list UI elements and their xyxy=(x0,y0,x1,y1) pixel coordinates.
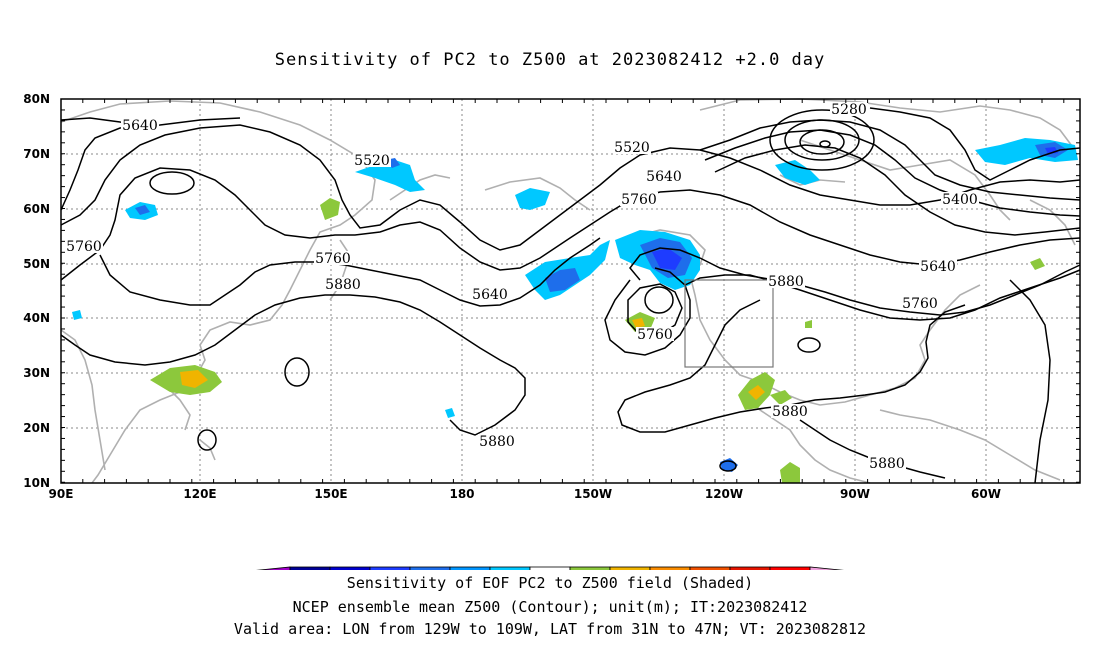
contour-lines xyxy=(60,107,1081,484)
lat-label: 30N xyxy=(23,366,50,380)
contour-label: 5520 xyxy=(614,140,650,156)
colorbar-swatch xyxy=(609,566,651,570)
contour-label: 5760 xyxy=(637,327,673,343)
colorbar-swatch xyxy=(569,566,611,570)
contour-label: 5520 xyxy=(354,153,390,169)
colorbar-swatch xyxy=(649,566,691,570)
lat-label: 70N xyxy=(23,147,50,161)
lat-label: 50N xyxy=(23,257,50,271)
map-frame xyxy=(60,98,1081,484)
lon-label: 120E xyxy=(183,487,216,501)
colorbar-swatch xyxy=(409,566,451,570)
colorbar-swatch xyxy=(449,566,491,570)
lon-label: 90E xyxy=(49,487,74,501)
contour-label: 5880 xyxy=(869,456,905,472)
contour-label: 5760 xyxy=(315,251,351,267)
contour-label: 5880 xyxy=(772,404,808,420)
lat-labels: 80N 70N 60N 50N 40N 30N 20N 10N xyxy=(23,92,50,490)
lon-labels: 90E 120E 150E 180 150W 120W 90W 60W xyxy=(49,487,1001,501)
lat-label: 20N xyxy=(23,421,50,435)
lon-label: 90W xyxy=(840,487,870,501)
lat-label: 60N xyxy=(23,202,50,216)
contour-label: 5760 xyxy=(66,239,102,255)
colorbar-swatch xyxy=(769,566,811,570)
footer-contour-caption: NCEP ensemble mean Z500 (Contour); unit(… xyxy=(292,598,808,616)
colorbar: -0.9-0.8-0.7-0.6-0.5-0.4-0.30.30.40.50.6… xyxy=(255,566,845,570)
lon-label: 150E xyxy=(314,487,347,501)
lon-label: 120W xyxy=(705,487,743,501)
colorbar-swatch xyxy=(529,566,571,570)
contour-label: 5640 xyxy=(646,169,682,185)
colorbar-swatch xyxy=(689,566,731,570)
colorbar-swatch xyxy=(489,566,531,570)
valid-area-box xyxy=(684,279,774,368)
axis-ticks xyxy=(60,98,1080,483)
colorbar-swatch xyxy=(329,566,371,570)
lon-label: 60W xyxy=(971,487,1001,501)
sensitivity-map: 5640 5520 5760 5760 5880 5520 5640 5760 5640 5760… xyxy=(23,92,1081,570)
colorbar-swatch xyxy=(289,566,331,570)
lon-label: 150W xyxy=(574,487,612,501)
footer-shading-caption: Sensitivity of EOF PC2 to Z500 field (Sh… xyxy=(346,574,754,592)
colorbar-low-end xyxy=(255,566,291,570)
lon-label: 180 xyxy=(449,487,474,501)
contour-label: 5760 xyxy=(902,296,938,312)
chart-title: Sensitivity of PC2 to Z500 at 2023082412… xyxy=(274,50,826,70)
colorbar-swatch xyxy=(729,566,771,570)
contour-label: 5640 xyxy=(472,287,508,303)
contour-labels: 5640 5520 5760 5760 5880 5520 5640 5760 5640 5760… xyxy=(65,102,979,472)
contour-label: 5880 xyxy=(479,434,515,450)
contour-label: 5640 xyxy=(920,259,956,275)
contour-label: 5760 xyxy=(621,192,657,208)
contour-label: 5640 xyxy=(122,118,158,134)
colorbar-swatch xyxy=(369,566,411,570)
map-area xyxy=(61,99,1080,483)
contour-label: 5880 xyxy=(768,274,804,290)
colorbar-high-end xyxy=(809,566,845,570)
contour-label: 5880 xyxy=(325,277,361,293)
lat-label: 80N xyxy=(23,92,50,106)
contour-label: 5400 xyxy=(942,192,978,208)
lat-label: 10N xyxy=(23,476,50,490)
footer-valid-area-caption: Valid area: LON from 129W to 109W, LAT f… xyxy=(233,620,867,638)
contour-label: 5280 xyxy=(831,102,867,118)
lat-label: 40N xyxy=(23,311,50,325)
